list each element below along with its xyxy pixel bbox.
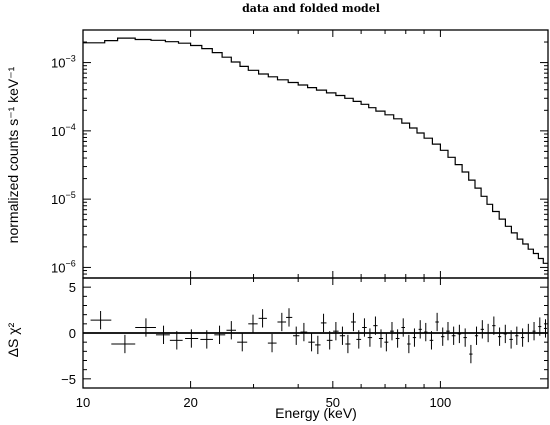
x-tick-label: 10	[76, 395, 90, 410]
residual-point	[384, 333, 389, 352]
residual-point	[286, 308, 293, 327]
y-tick-label: 10−6	[51, 258, 76, 275]
residual-point	[451, 326, 456, 345]
residual-point	[407, 334, 411, 354]
residual-point	[356, 330, 362, 349]
chart-title: data and folded model	[242, 2, 380, 15]
residual-y-tick-label: 0	[69, 326, 76, 341]
residual-point	[521, 328, 525, 347]
residual-point	[155, 325, 170, 344]
residual-point	[339, 326, 346, 345]
residual-point	[401, 318, 405, 337]
model-step-line	[83, 37, 548, 264]
residual-point	[267, 333, 277, 353]
residual-point	[308, 333, 315, 352]
model-curve	[83, 37, 548, 264]
residual-point	[345, 334, 351, 354]
y-tick-label: 10−5	[51, 190, 76, 207]
residual-point	[300, 322, 308, 342]
residual-point	[237, 333, 248, 352]
residual-point	[457, 324, 462, 344]
axis-ticks	[82, 29, 549, 388]
residual-point	[169, 331, 183, 350]
residual-point	[469, 344, 473, 364]
residual-point	[441, 327, 445, 346]
residual-point	[497, 327, 502, 346]
spectrum-panel-frame	[82, 29, 549, 279]
residual-point	[532, 322, 536, 341]
residual-point	[474, 326, 479, 345]
residual-point	[446, 322, 450, 341]
residual-point	[395, 329, 400, 348]
residual-point	[429, 331, 434, 350]
residual-point	[373, 316, 378, 335]
residual-point	[486, 323, 490, 343]
residual-point	[503, 324, 507, 344]
residual-point	[418, 320, 422, 339]
residual-point	[435, 312, 439, 332]
x-axis-label: Energy (keV)	[275, 405, 357, 421]
residual-point	[362, 318, 367, 337]
residual-point	[248, 314, 258, 333]
residual-y-axis-label: ΔS χ²	[5, 322, 21, 357]
residual-point	[214, 325, 226, 344]
residual-point	[412, 328, 417, 347]
residual-point	[543, 319, 548, 338]
residual-point	[320, 313, 327, 333]
residual-point	[315, 335, 321, 355]
residual-point	[480, 320, 484, 339]
residual-point	[492, 316, 496, 335]
spectrum-y-axis-label: normalized counts s⁻¹ keV⁻¹	[5, 66, 21, 243]
residual-point	[350, 312, 356, 332]
residual-point	[463, 328, 467, 347]
residual-point	[378, 329, 384, 348]
residual-point	[367, 328, 373, 347]
residual-point	[515, 326, 519, 345]
x-tick-label: 50	[326, 395, 340, 410]
residual-point	[293, 326, 300, 345]
residual-point	[333, 322, 339, 341]
residual-point	[185, 329, 199, 348]
residual-point	[424, 322, 428, 342]
residual-point	[111, 334, 136, 354]
residual-point	[526, 323, 530, 343]
residual-point	[226, 321, 237, 340]
y-tick-label: 10−4	[51, 122, 76, 139]
residual-point	[326, 331, 333, 350]
residual-point	[277, 312, 287, 332]
residual-point	[538, 317, 542, 336]
residual-y-tick-label: 5	[69, 280, 76, 295]
y-tick-label: 10−3	[51, 54, 76, 71]
residual-point	[509, 330, 513, 349]
x-tick-label: 100	[430, 395, 452, 410]
residual-y-tick-label: −5	[61, 372, 76, 387]
x-tick-label: 20	[183, 395, 197, 410]
residual-point	[135, 318, 156, 337]
residual-point	[200, 330, 213, 349]
residual-point	[90, 311, 112, 330]
residual-point	[258, 309, 267, 328]
residual-points	[83, 308, 548, 364]
residual-point	[390, 322, 394, 341]
